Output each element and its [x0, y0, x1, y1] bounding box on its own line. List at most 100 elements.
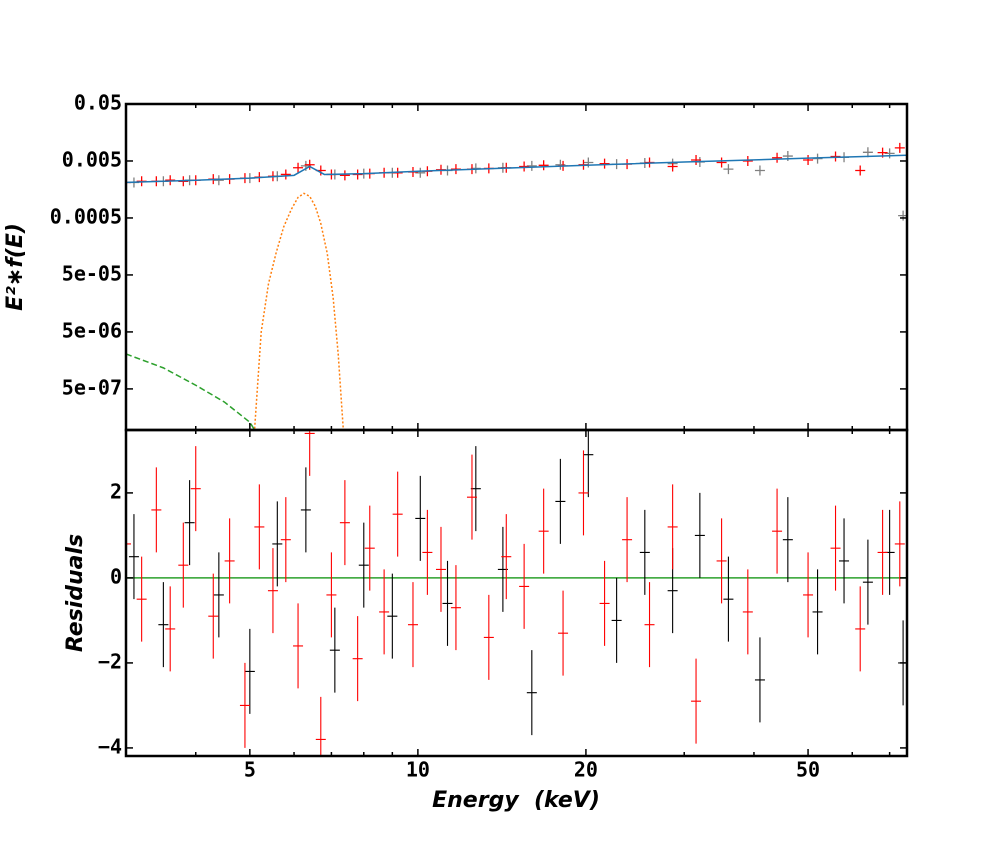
residual-point — [442, 560, 453, 646]
model-line — [253, 192, 344, 429]
x-tick-label: 5 — [244, 758, 256, 782]
x-axis-label: Energy (keV) — [432, 788, 600, 813]
residual-point — [293, 603, 304, 689]
residual-point — [165, 586, 176, 672]
y-tick-label: 0.005 — [62, 147, 122, 171]
data-point — [304, 159, 315, 170]
y-tick-label: 5e-06 — [62, 318, 122, 342]
y-axis-label: Residuals — [63, 534, 88, 652]
data-point — [716, 157, 727, 168]
data-point — [691, 155, 702, 166]
residual-point — [213, 552, 224, 638]
y-tick-label: 5e-05 — [62, 261, 122, 285]
data-point — [723, 164, 734, 175]
residual-point — [812, 569, 823, 655]
residual-point — [667, 484, 678, 570]
residual-point — [558, 590, 569, 676]
residual-point — [578, 450, 589, 536]
residual-point — [483, 594, 494, 680]
residual-point — [358, 522, 369, 608]
residual-point — [639, 509, 650, 595]
residual-point — [151, 467, 162, 553]
residual-point — [894, 501, 905, 587]
residual-point — [184, 480, 195, 566]
data-point — [213, 175, 224, 186]
data-point — [862, 147, 873, 158]
residual-point — [644, 582, 655, 668]
data-point — [280, 169, 291, 180]
data-point — [599, 158, 610, 169]
data-point — [293, 162, 304, 173]
residual-point — [272, 501, 283, 587]
residual-point — [267, 548, 278, 634]
residual-point — [772, 488, 783, 574]
y-tick-label: 0.05 — [74, 91, 122, 115]
data-point — [415, 167, 426, 178]
residual-point — [178, 522, 189, 608]
residual-point — [742, 569, 753, 655]
residual-point — [839, 518, 850, 604]
residual-point — [435, 526, 446, 612]
x-tick-label: 50 — [796, 758, 820, 782]
residual-point — [555, 458, 566, 544]
residual-point — [407, 582, 418, 668]
residual-point — [392, 471, 403, 557]
y-tick-label: −2 — [98, 649, 122, 673]
y-tick-label: −4 — [98, 734, 122, 758]
residual-point — [583, 430, 594, 498]
bottom-plot-area — [126, 430, 907, 756]
data-point — [803, 155, 814, 166]
residual-point — [422, 509, 433, 595]
residual-point — [501, 514, 512, 600]
residual-point — [136, 556, 147, 642]
residual-point — [538, 488, 549, 574]
y-tick-label: 0.0005 — [50, 204, 122, 228]
residual-point — [326, 552, 337, 638]
data-point — [742, 155, 753, 166]
y-tick-label: 0 — [110, 564, 122, 588]
model-line — [126, 154, 907, 184]
residual-point — [599, 560, 610, 646]
x-tick-label: 10 — [406, 758, 430, 782]
residual-point — [754, 637, 765, 723]
y-tick-label: 2 — [110, 479, 122, 503]
residual-point — [855, 586, 866, 672]
residual-point — [190, 446, 201, 532]
residual-point — [254, 484, 265, 570]
residual-point — [329, 607, 340, 693]
residual-point — [339, 480, 350, 566]
residual-point — [723, 556, 734, 642]
residual-point — [244, 628, 255, 714]
residual-point — [526, 650, 537, 736]
top-plot-area — [126, 142, 907, 430]
residual-point — [466, 454, 477, 540]
residual-point — [862, 539, 873, 625]
residual-point — [877, 509, 888, 595]
data-point — [830, 151, 841, 162]
residual-point — [280, 497, 291, 583]
residual-point — [387, 573, 398, 659]
model-line — [126, 353, 256, 430]
residual-point — [782, 497, 793, 583]
residual-point — [300, 467, 311, 553]
data-point — [667, 161, 678, 172]
residual-point — [304, 430, 315, 476]
residual-point — [716, 518, 727, 604]
residual-point — [158, 582, 169, 668]
residual-point — [694, 492, 705, 578]
residual-point — [352, 616, 363, 702]
residual-point — [415, 475, 426, 561]
top-frame — [124, 102, 909, 432]
y-tick-label: 5e-07 — [62, 375, 122, 399]
residual-point — [208, 573, 219, 659]
data-point — [519, 161, 530, 172]
x-tick-label: 20 — [574, 758, 598, 782]
residual-point — [803, 552, 814, 638]
bottom-frame — [124, 428, 909, 758]
residual-point — [450, 565, 461, 651]
data-point — [754, 165, 765, 176]
residual-point — [622, 497, 633, 583]
residual-point — [315, 696, 326, 756]
data-point — [339, 170, 350, 181]
